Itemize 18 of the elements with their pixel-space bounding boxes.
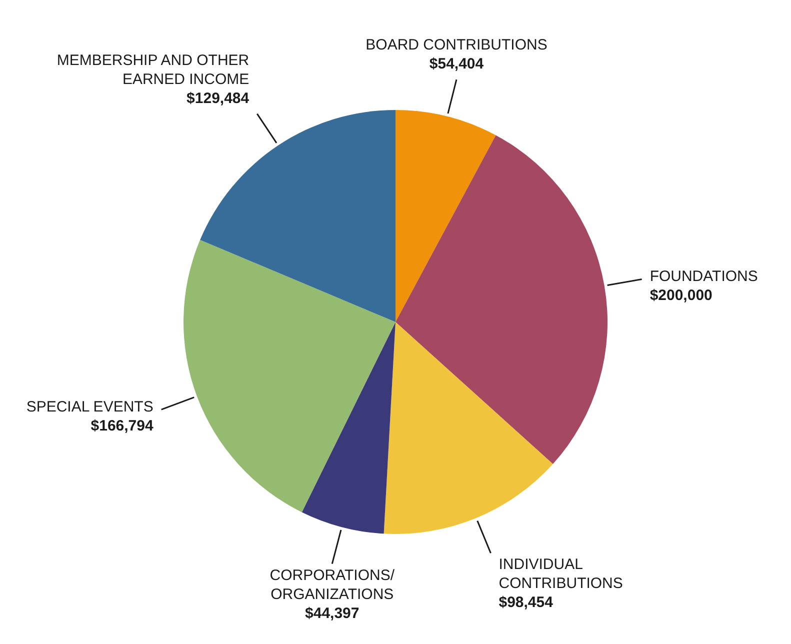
pie-slice: [396, 110, 496, 322]
slice-label: MEMBERSHIP AND OTHER EARNED INCOME: [56, 52, 250, 88]
data-label: $98,454: [498, 594, 554, 612]
pie-slice: [396, 135, 608, 464]
slice-label: SPECIAL EVENTS: [26, 398, 154, 416]
data-label: $44,397: [305, 604, 360, 622]
data-label: $166,794: [90, 418, 154, 435]
data-label: $200,000: [650, 287, 712, 304]
slice-label: FOUNDATIONS: [650, 268, 758, 286]
slice-label: CORPORATIONS/ ORGANIZATIONS: [270, 566, 396, 603]
pie-slice: [302, 322, 396, 534]
pie-slice: [384, 322, 553, 534]
slice-label: BOARD CONTRIBUTIONS: [366, 36, 548, 54]
pie-slice: [200, 110, 396, 322]
pie-slice: [184, 240, 396, 512]
data-label: $54,404: [429, 56, 484, 73]
data-label: $129,484: [186, 90, 250, 107]
slice-label: INDIVIDUAL CONTRIBUTIONS: [498, 556, 623, 592]
